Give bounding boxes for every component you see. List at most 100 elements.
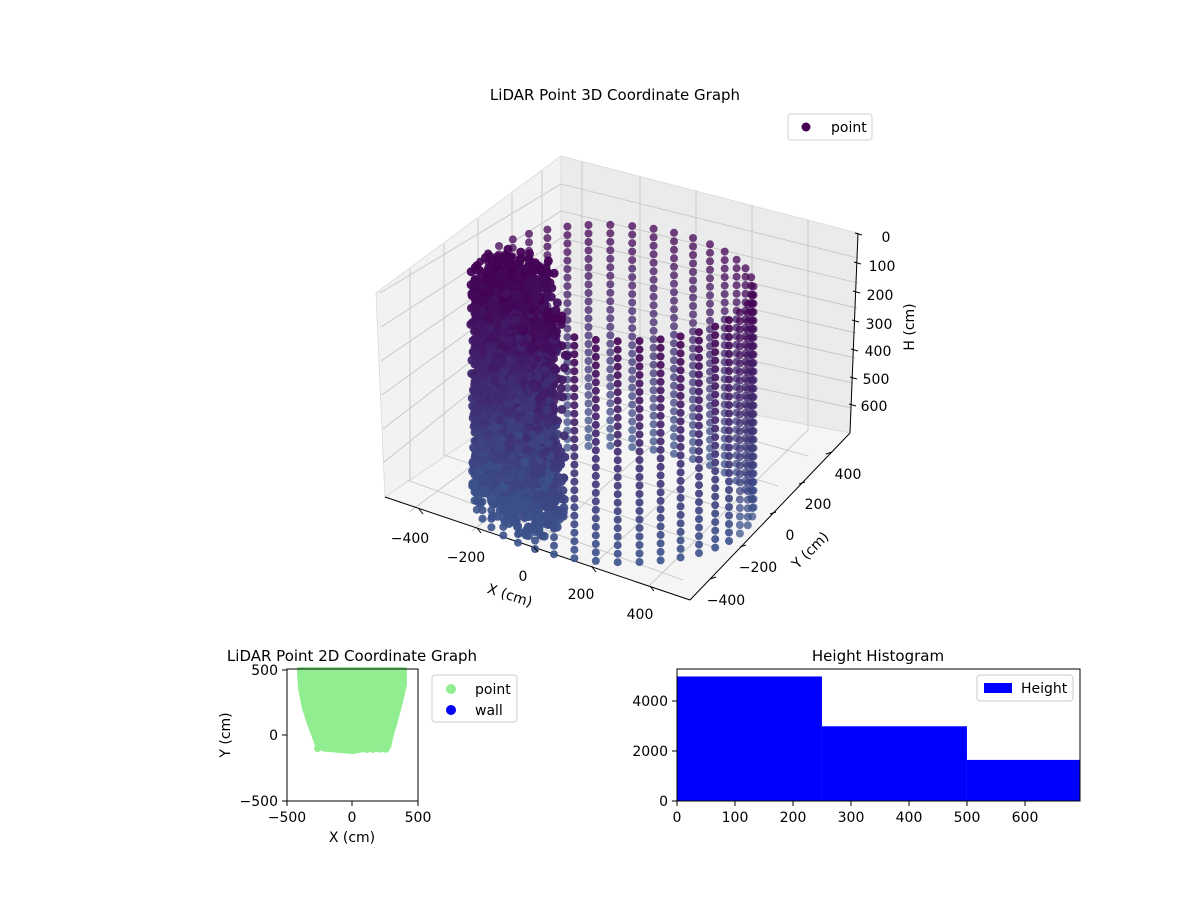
scatter-point [613, 379, 622, 388]
scatter-point [584, 221, 593, 229]
scatter-point [476, 475, 485, 485]
scatter-point [711, 450, 720, 459]
scatter-point [613, 362, 622, 371]
scatter-point [559, 503, 569, 513]
scatter-point [732, 255, 741, 264]
scatter-point [695, 472, 703, 481]
scatter-point [725, 375, 733, 384]
scatter-point [563, 290, 572, 299]
scatter-point [735, 393, 744, 402]
scatter-point [521, 355, 530, 365]
scatter-point [591, 522, 600, 531]
scatter-point [725, 401, 733, 409]
scatter-point [613, 439, 622, 448]
scatter-point [542, 388, 552, 397]
scatter-point [743, 308, 752, 317]
scatter-point [531, 469, 540, 479]
scatter-point [522, 445, 532, 455]
scatter-point [725, 528, 733, 537]
scatter-point [711, 467, 720, 476]
scatter-point [613, 388, 622, 397]
scatter-point [512, 459, 522, 469]
scatter-point [529, 524, 538, 533]
scatter-point [635, 388, 644, 396]
scatter-point [689, 268, 697, 276]
scatter-point [606, 314, 615, 323]
chart-2d: LiDAR Point 2D Coordinate Graph −500 0 5… [218, 647, 518, 846]
histogram-bar [966, 759, 1080, 801]
scatter-point [613, 430, 622, 439]
scatter-point [606, 382, 615, 391]
chart-2d-title: LiDAR Point 2D Coordinate Graph [227, 647, 477, 665]
scatter-point [670, 390, 678, 399]
scatter-point [570, 333, 579, 342]
scatter-point [725, 341, 733, 350]
scatter-point [735, 444, 744, 453]
scatter-point [563, 443, 572, 452]
scatter-point [743, 495, 752, 504]
scatter-point [725, 324, 733, 333]
scatter-point [656, 335, 665, 344]
scatter-point [689, 310, 697, 319]
chart-2d-x-tick-label: 0 [348, 810, 357, 826]
scatter-point [725, 486, 733, 494]
scatter-point [490, 376, 500, 386]
scatter-point [544, 494, 554, 504]
scatter-point [570, 409, 579, 418]
scatter-point [649, 360, 658, 369]
scatter-point [613, 464, 622, 473]
chart-hist-x-ticks: 0 100 200 300 400 500 600 [673, 801, 1038, 826]
scatter-point [613, 473, 622, 482]
scatter-point [613, 422, 622, 431]
scatter-point [485, 462, 495, 472]
scatter-point [483, 429, 493, 439]
chart-3d-x-tick-label: 200 [568, 587, 595, 603]
scatter-point [676, 400, 685, 409]
scatter-point [483, 277, 493, 287]
scatter-point [676, 366, 685, 375]
scatter-point [584, 263, 593, 272]
scatter-point [649, 403, 658, 412]
scatter-point [499, 368, 508, 378]
scatter-point [635, 354, 644, 362]
scatter-point [635, 337, 644, 345]
scatter-point [656, 513, 665, 522]
scatter-point [493, 324, 503, 334]
scatter-point [635, 473, 644, 481]
scatter-point [606, 331, 615, 340]
scatter-point [689, 455, 697, 463]
scatter-point [695, 328, 703, 337]
scatter-point [735, 478, 744, 487]
scatter-point [656, 360, 665, 369]
scatter-point [711, 331, 720, 340]
scatter-point [720, 307, 729, 316]
chart-hist-x-tick-label: 500 [954, 810, 981, 826]
scatter-point [591, 352, 600, 361]
scatter-point [628, 239, 637, 248]
scatter-point [649, 241, 658, 250]
scatter-point [557, 341, 567, 351]
scatter-point [735, 368, 744, 376]
scatter-point [547, 283, 557, 293]
scatter-point [591, 463, 600, 472]
scatter-point [695, 489, 703, 498]
scatter-point [519, 338, 529, 348]
scatter-point [563, 418, 572, 427]
scatter-point [725, 333, 733, 341]
scatter-point [743, 470, 752, 479]
scatter-point [570, 350, 579, 359]
scatter-point [670, 356, 678, 365]
scatter-point [570, 418, 579, 427]
scatter-point [711, 373, 720, 382]
chart-hist-title: Height Histogram [812, 647, 944, 665]
scatter-point [584, 408, 593, 416]
scatter-point [711, 492, 720, 501]
scatter-point [505, 432, 515, 442]
scatter-point [539, 531, 549, 541]
legend-marker [446, 705, 456, 715]
scatter-point [591, 497, 600, 506]
scatter-point [635, 371, 644, 379]
scatter-point [628, 409, 637, 418]
scatter-point [513, 272, 523, 282]
scatter-point [591, 369, 600, 378]
